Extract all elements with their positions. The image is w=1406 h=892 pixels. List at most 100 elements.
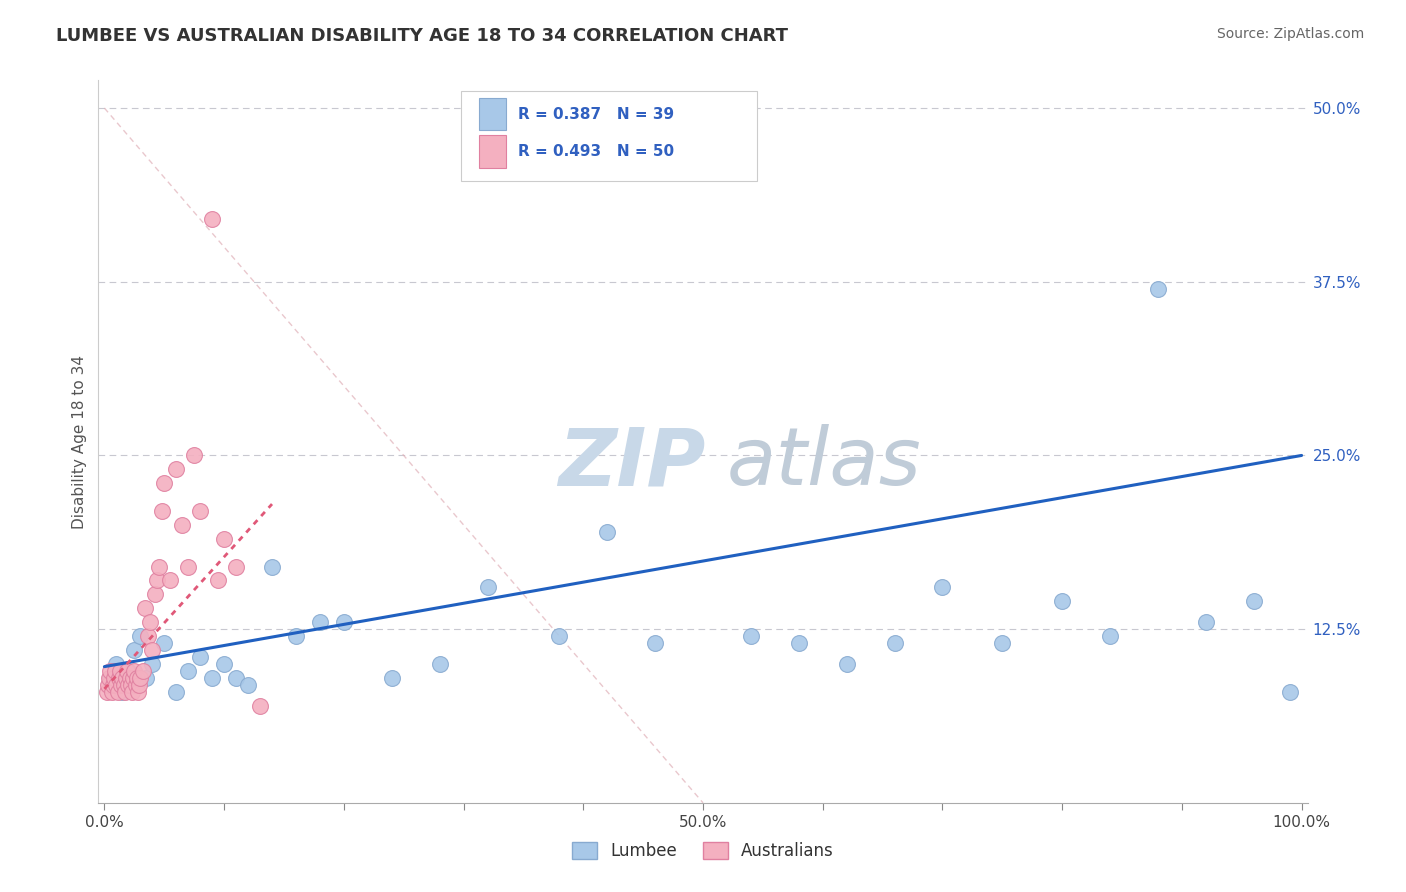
Point xyxy=(548,629,571,643)
Point xyxy=(103,671,125,685)
Point xyxy=(835,657,858,671)
Point xyxy=(135,671,157,685)
Point xyxy=(143,587,166,601)
Point xyxy=(117,664,139,678)
Point xyxy=(117,678,139,692)
Point xyxy=(134,601,156,615)
Point xyxy=(107,684,129,698)
Point xyxy=(284,629,307,643)
Point xyxy=(177,559,200,574)
Point xyxy=(165,684,187,698)
Point xyxy=(1147,282,1170,296)
FancyBboxPatch shape xyxy=(479,98,506,130)
Point xyxy=(212,657,235,671)
Point xyxy=(136,629,159,643)
Point xyxy=(114,684,136,698)
Point xyxy=(188,649,211,664)
Point xyxy=(104,664,127,678)
Point xyxy=(225,559,247,574)
Point xyxy=(100,671,122,685)
Point xyxy=(141,643,163,657)
Point xyxy=(260,559,283,574)
Point xyxy=(931,581,953,595)
FancyBboxPatch shape xyxy=(461,91,758,181)
Point xyxy=(129,629,152,643)
Point xyxy=(115,664,138,678)
Point xyxy=(249,698,271,713)
Point xyxy=(991,636,1014,650)
Point xyxy=(692,156,714,170)
Point xyxy=(101,678,124,692)
Point xyxy=(105,657,128,671)
Point xyxy=(139,615,162,630)
Point xyxy=(333,615,356,630)
Point xyxy=(1195,615,1218,630)
Legend: Lumbee, Australians: Lumbee, Australians xyxy=(565,835,841,867)
Point xyxy=(111,671,134,685)
Text: R = 0.493   N = 50: R = 0.493 N = 50 xyxy=(517,145,673,159)
Point xyxy=(122,671,145,685)
Point xyxy=(236,678,259,692)
Point xyxy=(124,678,146,692)
Point xyxy=(107,671,129,685)
Point xyxy=(1050,594,1073,608)
Point xyxy=(188,504,211,518)
Point xyxy=(883,636,905,650)
Point xyxy=(201,671,224,685)
Point xyxy=(1243,594,1265,608)
Point xyxy=(132,664,155,678)
Point xyxy=(141,657,163,671)
Point xyxy=(159,574,181,588)
Point xyxy=(128,678,150,692)
Point xyxy=(146,574,169,588)
Point xyxy=(787,636,810,650)
Point xyxy=(97,678,120,692)
Point xyxy=(1278,684,1301,698)
Point xyxy=(477,581,499,595)
Point xyxy=(124,664,146,678)
Point xyxy=(100,664,122,678)
Point xyxy=(153,636,176,650)
Point xyxy=(121,684,143,698)
Point xyxy=(212,532,235,546)
Point xyxy=(125,671,148,685)
Point xyxy=(98,671,121,685)
Point xyxy=(129,671,152,685)
Point xyxy=(120,678,142,692)
Point xyxy=(150,504,173,518)
Point xyxy=(381,671,404,685)
Point xyxy=(1099,629,1122,643)
Point xyxy=(309,615,332,630)
Point xyxy=(124,643,146,657)
Text: R = 0.387   N = 39: R = 0.387 N = 39 xyxy=(517,107,673,121)
Point xyxy=(201,212,224,227)
Point xyxy=(740,629,762,643)
Point xyxy=(110,678,132,692)
Point xyxy=(108,664,131,678)
Y-axis label: Disability Age 18 to 34: Disability Age 18 to 34 xyxy=(72,354,87,529)
Point xyxy=(118,671,141,685)
Point xyxy=(127,684,149,698)
Point xyxy=(183,449,205,463)
Point xyxy=(165,462,187,476)
Text: Source: ZipAtlas.com: Source: ZipAtlas.com xyxy=(1216,27,1364,41)
Point xyxy=(177,664,200,678)
FancyBboxPatch shape xyxy=(479,136,506,168)
Point xyxy=(596,524,619,539)
Text: ZIP: ZIP xyxy=(558,425,706,502)
Point xyxy=(115,671,138,685)
Point xyxy=(153,476,176,491)
Point xyxy=(207,574,229,588)
Point xyxy=(112,678,135,692)
Point xyxy=(644,636,666,650)
Text: atlas: atlas xyxy=(727,425,922,502)
Point xyxy=(225,671,247,685)
Point xyxy=(172,517,194,532)
Point xyxy=(429,657,451,671)
Point xyxy=(96,684,118,698)
Text: LUMBEE VS AUSTRALIAN DISABILITY AGE 18 TO 34 CORRELATION CHART: LUMBEE VS AUSTRALIAN DISABILITY AGE 18 T… xyxy=(56,27,789,45)
Point xyxy=(100,684,122,698)
Point xyxy=(105,678,128,692)
Point xyxy=(148,559,170,574)
Point xyxy=(111,684,134,698)
